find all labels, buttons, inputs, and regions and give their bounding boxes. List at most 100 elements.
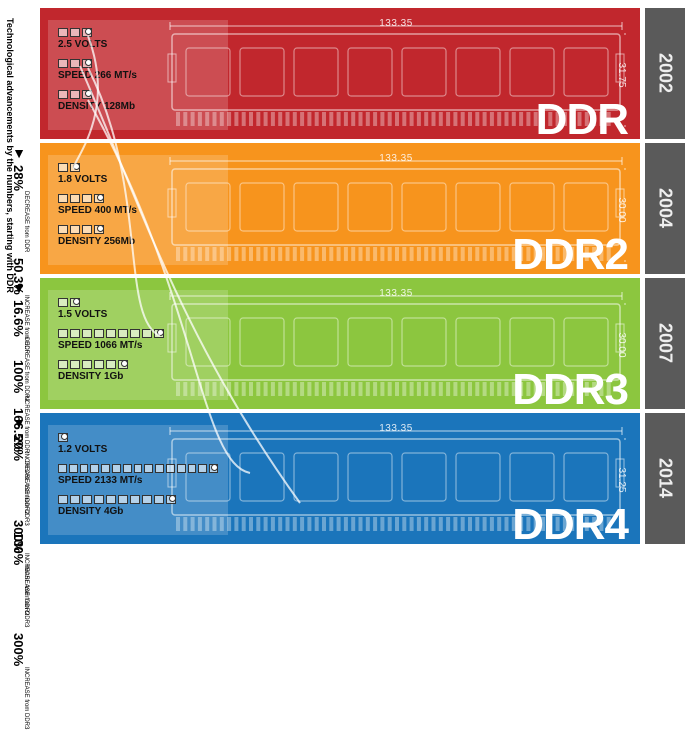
spec-box bbox=[58, 298, 68, 307]
spec-box bbox=[70, 495, 80, 504]
spec-box bbox=[58, 433, 68, 442]
spec-box bbox=[82, 360, 92, 369]
spec-density: DENSITY 128Mb bbox=[58, 101, 218, 112]
spec-box bbox=[58, 495, 68, 504]
dim-height: 30.00 bbox=[616, 197, 627, 222]
spec-box bbox=[177, 464, 186, 473]
spec-voltage: 1.2 VOLTS bbox=[58, 444, 218, 455]
stat-pct: 100% bbox=[11, 532, 26, 565]
spec-box bbox=[58, 329, 68, 338]
spec-box bbox=[142, 329, 152, 338]
gen-row-ddr3: 133.35 30.00 1.5 VOLTS SPEED 1066 MT/s D… bbox=[40, 278, 640, 409]
spec-box bbox=[58, 225, 68, 234]
spec-speed: SPEED 1066 MT/s bbox=[58, 340, 218, 351]
spec-box bbox=[82, 59, 92, 68]
spec-box bbox=[154, 495, 164, 504]
spec-box bbox=[82, 225, 92, 234]
gen-name: DDR3 bbox=[512, 365, 628, 415]
spec-box bbox=[90, 464, 99, 473]
spec-speed: SPEED 400 MT/s bbox=[58, 205, 218, 216]
spec-voltage: 1.8 VOLTS bbox=[58, 174, 218, 185]
stat-pct: 20% bbox=[11, 435, 26, 461]
down-arrow-icon: ▼ bbox=[11, 145, 27, 161]
dim-width: 133.35 bbox=[379, 288, 413, 299]
spec-box bbox=[118, 329, 128, 338]
year-tab-2014: 2014 bbox=[645, 413, 685, 544]
spec-density: DENSITY 4Gb bbox=[58, 506, 218, 517]
spec-box bbox=[58, 90, 68, 99]
spec-panel: 1.2 VOLTS SPEED 2133 MT/s DENSITY 4Gb bbox=[48, 425, 228, 535]
spec-box bbox=[144, 464, 153, 473]
spec-box bbox=[80, 464, 89, 473]
stat-pct: 16.6% bbox=[11, 300, 26, 337]
year-text: 2004 bbox=[655, 188, 676, 228]
spec-voltage: 1.5 VOLTS bbox=[58, 309, 218, 320]
spec-panel: 1.8 VOLTS SPEED 400 MT/s DENSITY 256Mb bbox=[48, 155, 228, 265]
spec-box bbox=[82, 90, 92, 99]
dim-width: 133.35 bbox=[379, 153, 413, 164]
stat-label: INCREASE from DDR3 bbox=[22, 565, 29, 627]
spec-box bbox=[69, 464, 78, 473]
spec-box bbox=[58, 59, 68, 68]
spec-box bbox=[70, 90, 80, 99]
spec-box bbox=[106, 495, 116, 504]
down-arrow-icon: ▼ bbox=[11, 415, 27, 431]
side-stats-ddr4: ▼20%DECREASE from DDR3100%INCREASE from … bbox=[0, 415, 36, 735]
spec-box bbox=[112, 464, 121, 473]
gen-name: DDR4 bbox=[512, 500, 628, 550]
spec-box bbox=[130, 329, 140, 338]
spec-box bbox=[118, 495, 128, 504]
spec-box bbox=[58, 194, 68, 203]
spec-box bbox=[70, 28, 80, 37]
spec-box bbox=[94, 495, 104, 504]
stat-label: INCREASE from DDR3 bbox=[22, 667, 29, 729]
dim-width: 133.35 bbox=[379, 18, 413, 29]
gen-row-ddr: 133.35 31.75 2.5 VOLTS SPEED 266 MT/s DE… bbox=[40, 8, 640, 139]
spec-box bbox=[106, 329, 116, 338]
spec-box bbox=[154, 329, 164, 338]
spec-voltage: 2.5 VOLTS bbox=[58, 39, 218, 50]
spec-box bbox=[58, 163, 68, 172]
spec-box bbox=[70, 59, 80, 68]
spec-box bbox=[123, 464, 132, 473]
spec-box bbox=[70, 194, 80, 203]
spec-box bbox=[130, 495, 140, 504]
spec-box bbox=[166, 464, 175, 473]
spec-box bbox=[198, 464, 207, 473]
spec-box bbox=[94, 329, 104, 338]
stat-pct: 300% bbox=[11, 633, 26, 666]
spec-box bbox=[94, 225, 104, 234]
down-arrow-icon: ▼ bbox=[11, 280, 27, 296]
year-text: 2007 bbox=[655, 323, 676, 363]
spec-panel: 2.5 VOLTS SPEED 266 MT/s DENSITY 128Mb bbox=[48, 20, 228, 130]
spec-box bbox=[82, 495, 92, 504]
spec-box bbox=[58, 28, 68, 37]
spec-box bbox=[94, 360, 104, 369]
spec-box bbox=[82, 194, 92, 203]
spec-box bbox=[70, 329, 80, 338]
spec-box bbox=[106, 360, 116, 369]
dim-width: 133.35 bbox=[379, 423, 413, 434]
spec-box bbox=[70, 298, 80, 307]
spec-box bbox=[70, 163, 80, 172]
stat-label: DECREASE from DDR2 bbox=[22, 337, 29, 402]
dim-height: 31.25 bbox=[616, 467, 627, 492]
stat-label: DECREASE from DDR bbox=[22, 191, 29, 252]
dim-height: 31.75 bbox=[616, 62, 627, 87]
year-tab-2007: 2007 bbox=[645, 278, 685, 409]
stat-pct: 28% bbox=[11, 165, 26, 191]
stat-label: DECREASE from DDR3 bbox=[22, 461, 29, 526]
spec-box bbox=[70, 225, 80, 234]
spec-box bbox=[58, 464, 67, 473]
spec-panel: 1.5 VOLTS SPEED 1066 MT/s DENSITY 1Gb bbox=[48, 290, 228, 400]
spec-box bbox=[101, 464, 110, 473]
year-text: 2002 bbox=[655, 53, 676, 93]
year-tab-2004: 2004 bbox=[645, 143, 685, 274]
spec-box bbox=[82, 28, 92, 37]
spec-box bbox=[166, 495, 176, 504]
spec-box bbox=[142, 495, 152, 504]
gen-row-ddr2: 133.35 30.00 1.8 VOLTS SPEED 400 MT/s DE… bbox=[40, 143, 640, 274]
spec-box bbox=[94, 194, 104, 203]
gen-name: DDR bbox=[536, 95, 628, 145]
spec-box bbox=[134, 464, 143, 473]
